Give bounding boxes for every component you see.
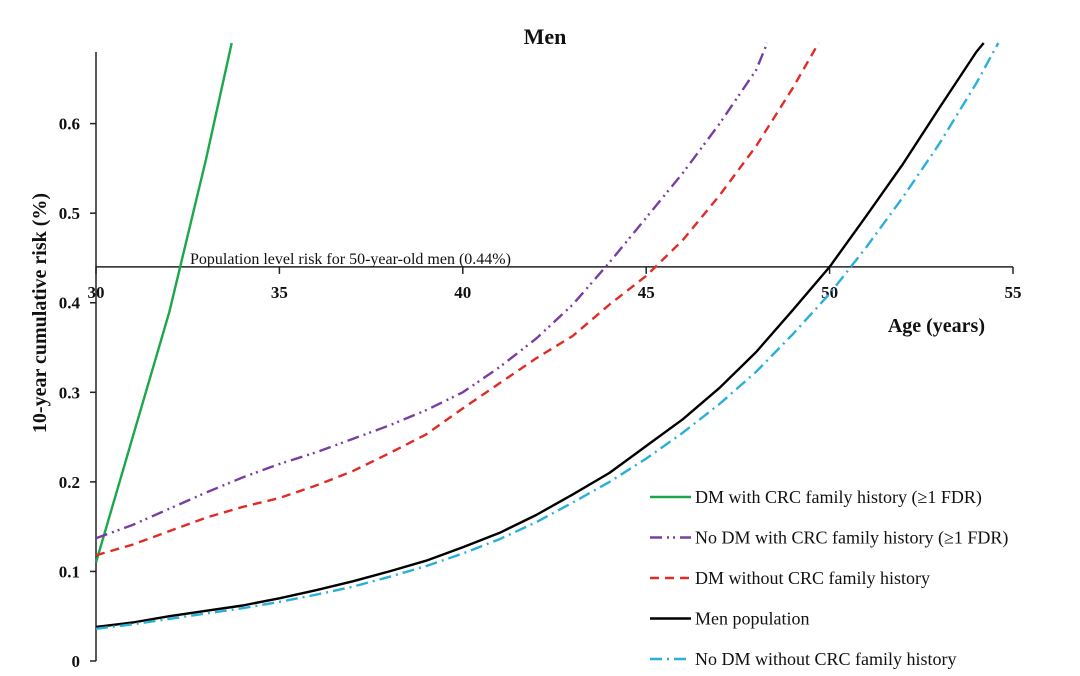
x-tick-label: 35: [271, 283, 288, 302]
legend-label-2: No DM with CRC family history (≥1 FDR): [695, 528, 1008, 549]
axes: 00.10.20.30.40.50.630 35 40 45 50 55: [59, 52, 1022, 671]
legend-label-4: Men population: [695, 609, 810, 629]
legend-label-3: DM without CRC family history: [695, 568, 930, 588]
legend-label-5: No DM without CRC family history: [695, 649, 957, 669]
y-axis-title: 10-year cumulative risk (%): [29, 193, 51, 433]
series-line-3: [95, 42, 820, 557]
y-tick-label: 0.3: [59, 383, 80, 402]
series-line-4: [95, 42, 985, 629]
x-tick-label: 55: [1005, 283, 1022, 302]
y-tick-label: 0: [72, 652, 81, 671]
chart-title: Men: [524, 24, 567, 49]
series-line-1: [94, 42, 233, 563]
reference-line: Population level risk for 50-year-old me…: [190, 251, 511, 268]
x-tick-label: 40: [454, 283, 471, 302]
legend: DM with CRC family history (≥1 FDR) No DM…: [650, 487, 1008, 669]
series-lines: [94, 42, 1000, 630]
x-axis-title: Age (years): [888, 315, 985, 337]
x-tick-label: 45: [638, 283, 655, 302]
series-line-2: [95, 42, 769, 540]
x-tick-label: 30: [88, 283, 105, 302]
legend-label-1: DM with CRC family history (≥1 FDR): [695, 487, 982, 508]
reference-line-label: Population level risk for 50-year-old me…: [190, 251, 511, 268]
series-line-5: [95, 42, 1000, 630]
y-tick-label: 0.1: [59, 562, 80, 581]
y-tick-label: 0.5: [59, 204, 80, 223]
y-tick-label: 0.4: [59, 294, 81, 313]
y-tick-label: 0.2: [59, 473, 80, 492]
y-tick-label: 0.6: [59, 115, 80, 134]
